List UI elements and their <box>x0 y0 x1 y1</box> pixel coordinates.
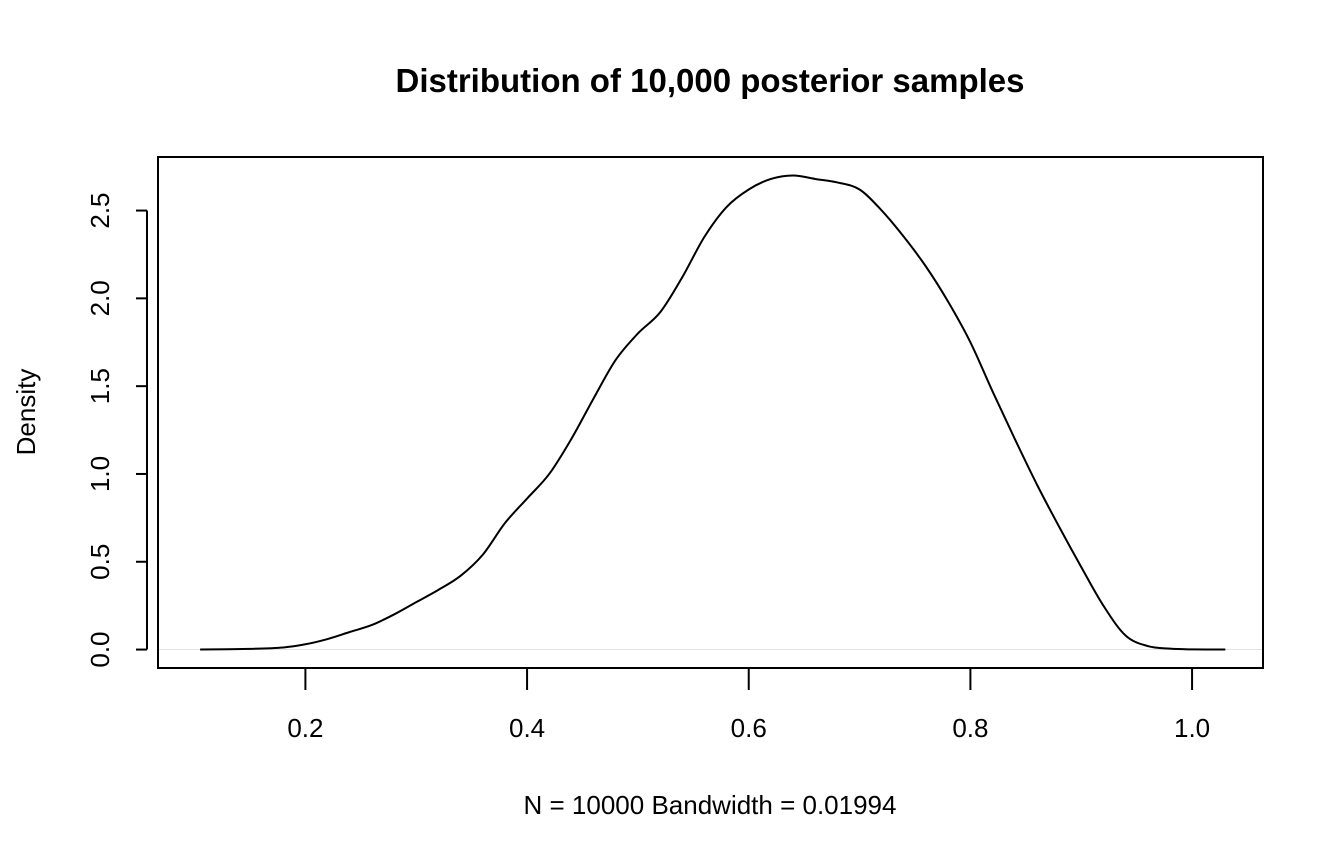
x-tick-label: 1.0 <box>1174 713 1210 743</box>
y-tick-label: 1.0 <box>85 456 115 492</box>
y-tick-label: 0.5 <box>85 544 115 580</box>
x-tick-label: 0.4 <box>509 713 545 743</box>
x-tick-label: 0.8 <box>952 713 988 743</box>
y-tick-label: 1.5 <box>85 368 115 404</box>
y-axis: 0.0 0.5 1.0 1.5 2.0 2.5 <box>85 192 148 668</box>
y-tick-label: 2.5 <box>85 192 115 228</box>
series-layer <box>159 174 1262 651</box>
x-tick-label: 0.2 <box>287 713 323 743</box>
x-axis: 0.2 0.4 0.6 0.8 1.0 <box>287 667 1210 743</box>
x-axis-label: N = 10000 Bandwidth = 0.01994 <box>524 790 897 820</box>
chart-title: Distribution of 10,000 posterior samples <box>396 62 1025 99</box>
x-tick-label: 0.6 <box>731 713 767 743</box>
plot-frame <box>157 156 1264 669</box>
y-tick-label: 0.0 <box>85 631 115 667</box>
y-axis-label: Density <box>11 369 41 456</box>
density-curve <box>200 174 1226 651</box>
y-tick-label: 2.0 <box>85 280 115 316</box>
